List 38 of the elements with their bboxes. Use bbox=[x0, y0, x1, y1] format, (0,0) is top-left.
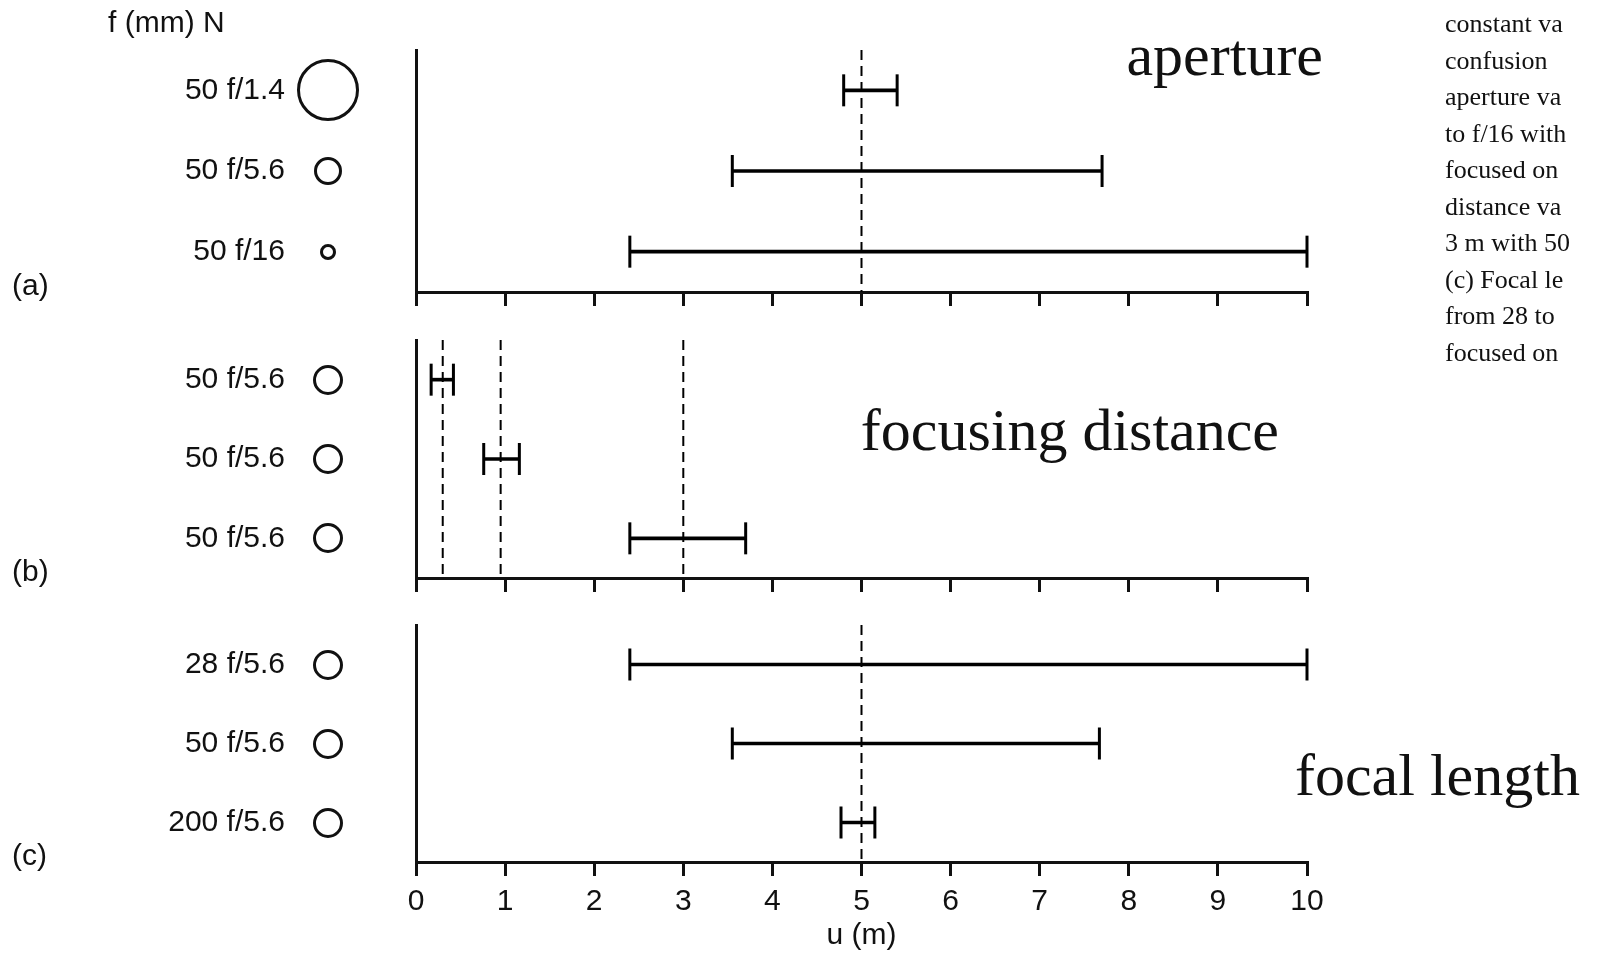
text: (c) Focal le bbox=[1445, 263, 1565, 296]
text: from 28 to bbox=[1445, 300, 1556, 332]
x-tick-label: 6 bbox=[942, 883, 959, 917]
y-tick-label: 50 f/5.6 bbox=[184, 440, 285, 474]
x-tick-label: 0 bbox=[407, 883, 425, 917]
text: (b) bbox=[12, 554, 49, 588]
x-tick-label: 1 bbox=[496, 883, 514, 917]
x-tick-label: 10 bbox=[1290, 883, 1324, 917]
x-tick-label: 5 bbox=[853, 883, 870, 917]
text: (a) bbox=[12, 268, 49, 302]
text: aperture va bbox=[1445, 81, 1563, 113]
x-tick-label: 4 bbox=[764, 883, 781, 917]
text: constant va bbox=[1445, 8, 1564, 40]
text: to f/16 with bbox=[1445, 117, 1568, 150]
x-tick-label: 2 bbox=[585, 883, 603, 917]
text: focal length bbox=[1295, 742, 1580, 808]
text: (c) bbox=[12, 838, 47, 872]
y-tick-label: 50 f/16 bbox=[193, 232, 285, 266]
y-tick-label: 50 f/1.4 bbox=[184, 71, 285, 105]
x-tick-label: 8 bbox=[1120, 883, 1138, 917]
y-tick-label: 28 f/5.6 bbox=[184, 645, 285, 679]
text: f (mm) N bbox=[108, 5, 225, 39]
x-tick-label: 9 bbox=[1209, 883, 1227, 917]
x-axis-title: u (m) bbox=[826, 917, 897, 951]
x-tick-label: 3 bbox=[674, 883, 692, 917]
chart-subtitle: aperture bbox=[1126, 22, 1324, 88]
text: confusion bbox=[1445, 44, 1549, 77]
text: focusing distance bbox=[860, 397, 1280, 463]
text: distance va bbox=[1445, 190, 1563, 223]
text: 3 m with 50 bbox=[1445, 227, 1571, 259]
y-tick-label: 50 f/5.6 bbox=[184, 724, 285, 758]
y-tick-label: 200 f/5.6 bbox=[168, 803, 285, 837]
text: focused on bbox=[1445, 154, 1560, 186]
x-tick-label: 7 bbox=[1031, 883, 1049, 917]
text: focused on bbox=[1445, 336, 1560, 369]
y-tick-label: 50 f/5.6 bbox=[184, 519, 285, 553]
y-tick-label: 50 f/5.6 bbox=[184, 152, 285, 186]
y-tick-label: 50 f/5.6 bbox=[184, 360, 285, 394]
